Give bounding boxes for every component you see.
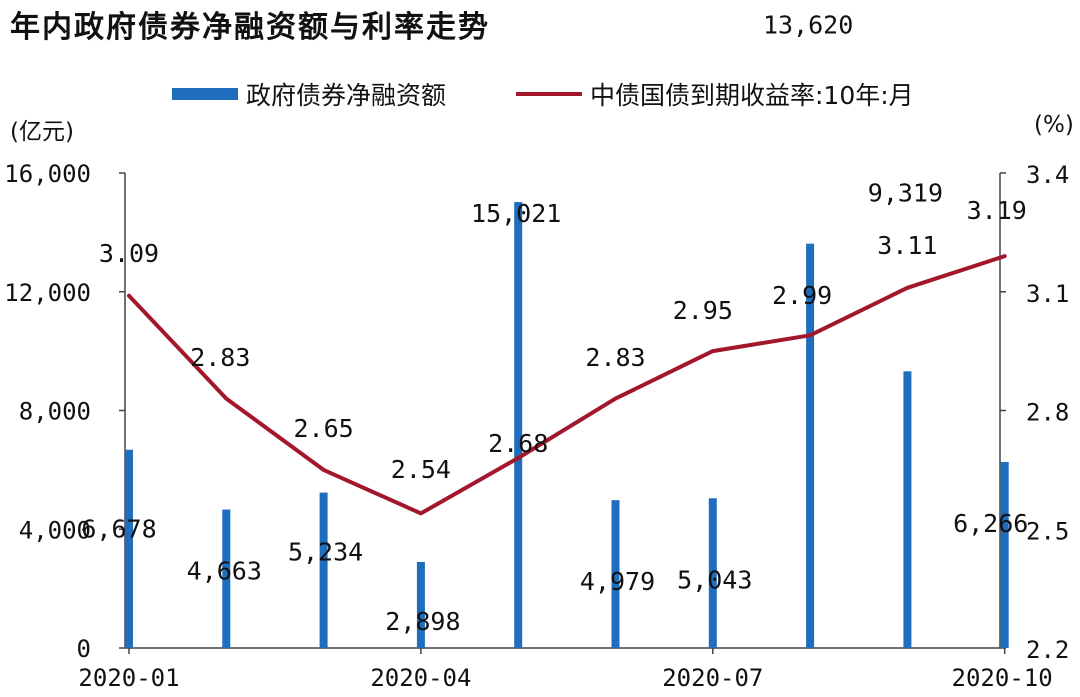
bar-data-label: 4,979 bbox=[580, 567, 655, 596]
bar bbox=[319, 492, 328, 648]
bar bbox=[416, 561, 425, 648]
line-data-label: 2.95 bbox=[673, 296, 733, 325]
line-data-label: 3.11 bbox=[877, 231, 937, 260]
x-axis-tick-label: 2020-07 bbox=[662, 664, 763, 692]
bar bbox=[514, 202, 523, 648]
bar-data-label: 4,663 bbox=[187, 557, 262, 586]
bar-data-label: 9,319 bbox=[868, 178, 943, 207]
right-axis-tick-label: 3.4 bbox=[1026, 161, 1069, 189]
line-data-label: 3.09 bbox=[99, 239, 159, 268]
line-data-label: 2.83 bbox=[585, 343, 645, 372]
bar bbox=[806, 243, 815, 648]
line-data-label: 2.68 bbox=[488, 429, 548, 458]
legend-item-line: 中债国债到期收益率:10年:月 bbox=[516, 76, 914, 112]
right-axis-tick-label: 3.1 bbox=[1026, 280, 1069, 308]
left-axis-unit: (亿元) bbox=[10, 119, 74, 145]
chart-title: 年内政府债券净融资额与利率走势 bbox=[10, 10, 490, 45]
x-axis-tick-label: 2020-01 bbox=[78, 664, 179, 692]
left-axis-tick-label: 8,000 bbox=[19, 398, 91, 426]
bar-data-label: 5,043 bbox=[677, 565, 752, 594]
line-series bbox=[127, 254, 1007, 516]
bar bbox=[125, 449, 133, 648]
legend: 政府债券净融资额 中债国债到期收益率:10年:月 bbox=[0, 76, 1080, 110]
line-data-label: 2.54 bbox=[391, 455, 451, 484]
legend-item-bar: 政府债券净融资额 bbox=[172, 76, 446, 112]
bar bbox=[222, 509, 231, 648]
left-axis-tick-label: 12,000 bbox=[4, 279, 91, 307]
bar-data-label: 6,678 bbox=[81, 515, 156, 544]
x-axis-tick-label: 2020-10 bbox=[952, 664, 1053, 692]
legend-line-label: 中债国债到期收益率:10年:月 bbox=[590, 81, 914, 110]
bar-data-label: 13,620 bbox=[763, 11, 853, 40]
left-axis-tick-label: 16,000 bbox=[4, 160, 91, 188]
line-data-label: 2.99 bbox=[772, 281, 832, 310]
bar bbox=[903, 371, 912, 648]
legend-bar-swatch bbox=[172, 88, 238, 100]
bar bbox=[611, 500, 620, 648]
bar-data-label: 15,021 bbox=[471, 199, 561, 228]
left-axis-tick-label: 4,000 bbox=[19, 516, 91, 544]
line-data-label: 2.65 bbox=[293, 414, 353, 443]
bar bbox=[708, 498, 717, 648]
right-axis-tick-label: 2.5 bbox=[1026, 517, 1069, 545]
x-axis-tick-label: 2020-04 bbox=[370, 664, 471, 692]
legend-line-swatch bbox=[516, 92, 582, 96]
bar-data-label: 5,234 bbox=[288, 538, 363, 567]
bar bbox=[1000, 461, 1009, 648]
bar-data-label: 2,898 bbox=[385, 607, 460, 636]
bar-data-label: 6,266 bbox=[953, 509, 1028, 538]
line-data-label: 2.83 bbox=[190, 343, 250, 372]
legend-bar-label: 政府债券净融资额 bbox=[246, 81, 447, 110]
right-axis-unit: (%) bbox=[1034, 112, 1074, 138]
right-axis-tick-label: 2.8 bbox=[1026, 399, 1069, 427]
right-axis-tick-label: 2.2 bbox=[1026, 636, 1069, 664]
line-data-label: 3.19 bbox=[967, 196, 1027, 225]
left-axis-tick-label: 0 bbox=[77, 635, 91, 663]
